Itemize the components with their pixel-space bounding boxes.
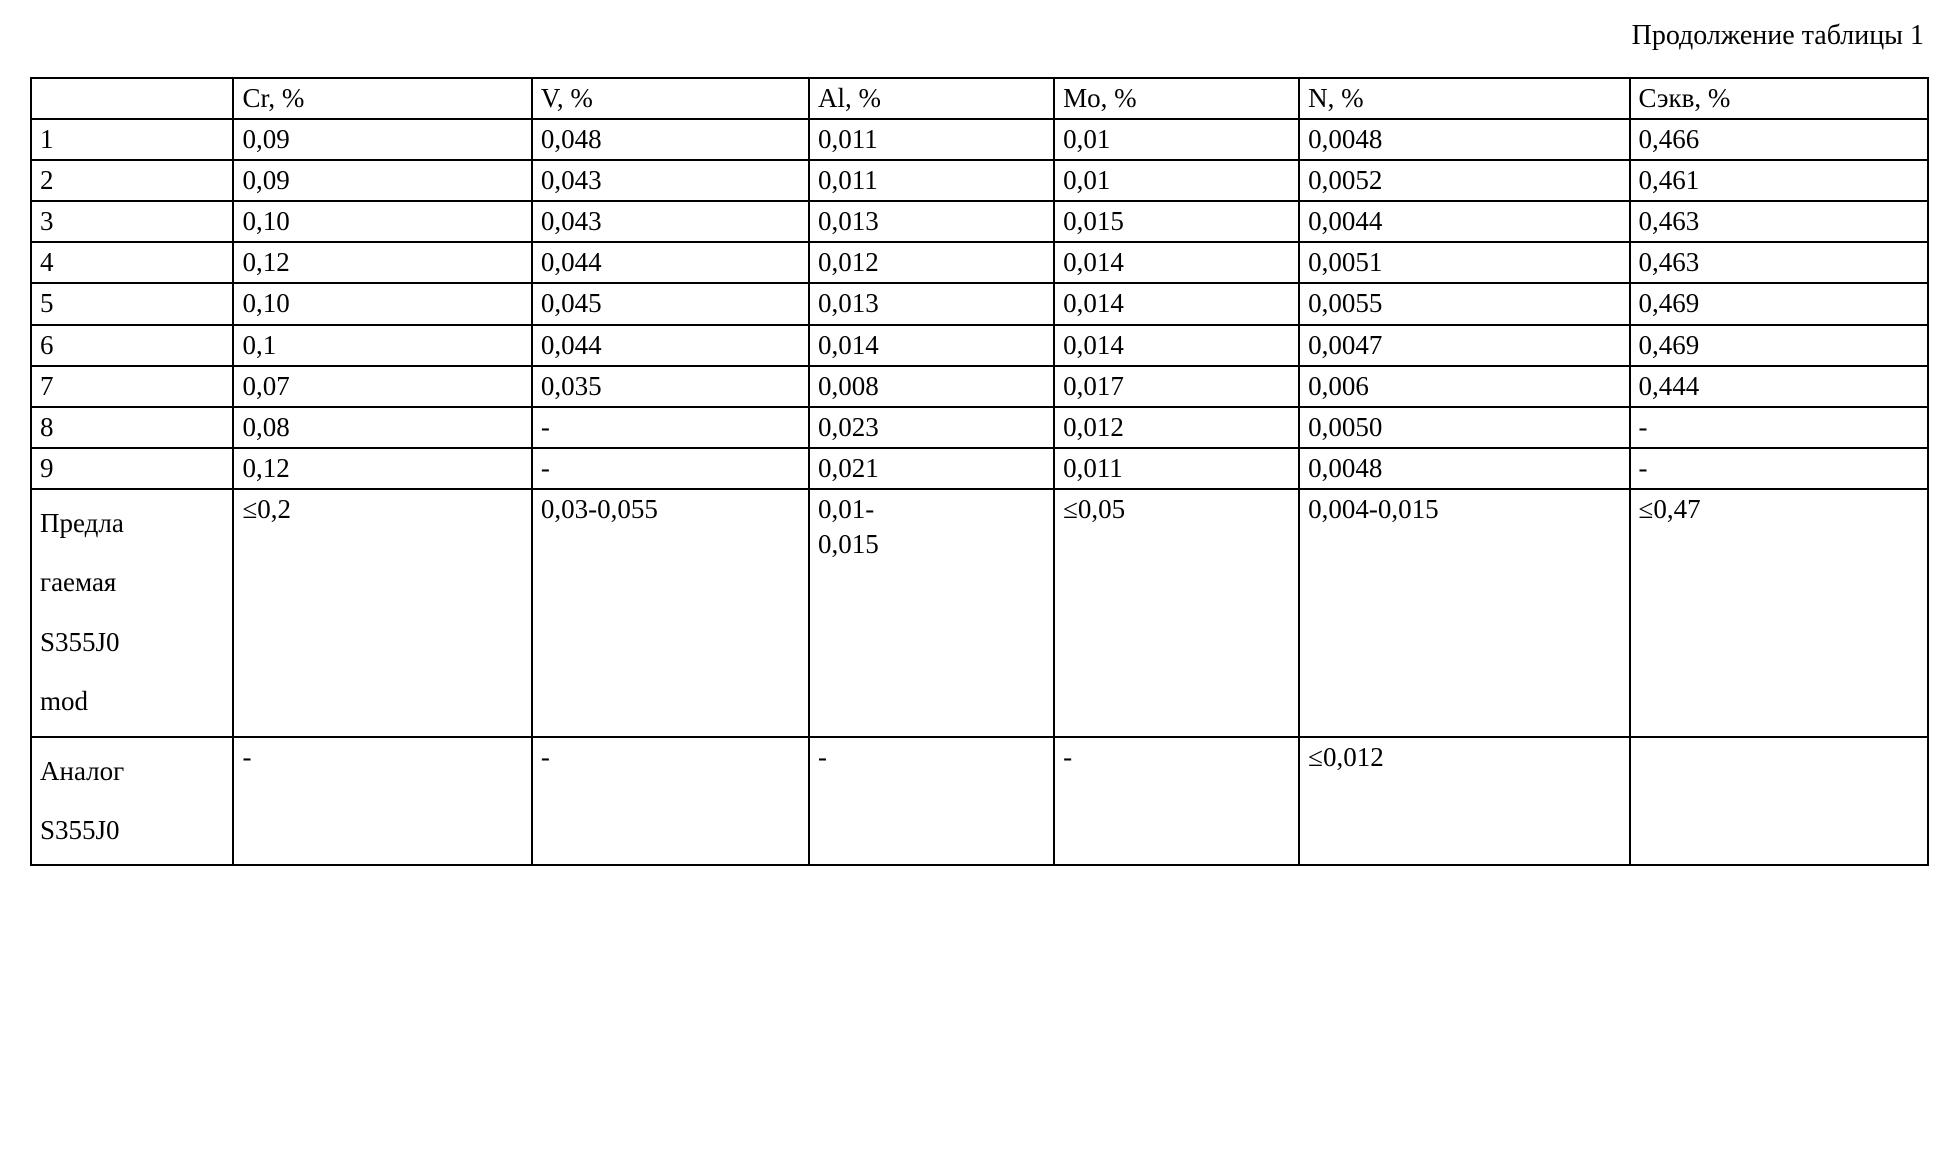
table-cell: 0,09 <box>233 160 531 201</box>
row-label: 2 <box>31 160 233 201</box>
row-label: 4 <box>31 242 233 283</box>
data-table: Cr, %V, %Al, %Mo, %N, %Сэкв, % 10,090,048… <box>30 77 1929 866</box>
table-cell: - <box>532 448 809 489</box>
row-label: 1 <box>31 119 233 160</box>
table-cell <box>1630 737 1928 866</box>
row-label: 8 <box>31 407 233 448</box>
table-cell: 0,0048 <box>1299 448 1629 489</box>
table-cell: 0,044 <box>532 242 809 283</box>
table-cell: 0,10 <box>233 201 531 242</box>
table-cell: 0,015 <box>1054 201 1299 242</box>
table-cell: 0,006 <box>1299 366 1629 407</box>
table-cell: 0,469 <box>1630 283 1928 324</box>
row-label: 3 <box>31 201 233 242</box>
table-cell: - <box>233 737 531 866</box>
table-cell: 0,008 <box>809 366 1054 407</box>
table-cell: ≤0,05 <box>1054 489 1299 737</box>
table-cell: 0,01- 0,015 <box>809 489 1054 737</box>
table-cell: - <box>1630 448 1928 489</box>
column-header: Cr, % <box>233 78 531 119</box>
table-cell: 0,023 <box>809 407 1054 448</box>
table-cell: 0,011 <box>809 119 1054 160</box>
column-header <box>31 78 233 119</box>
column-header: V, % <box>532 78 809 119</box>
table-cell: 0,461 <box>1630 160 1928 201</box>
table-cell: 0,012 <box>1054 407 1299 448</box>
table-cell: 0,014 <box>809 325 1054 366</box>
table-cell: 0,469 <box>1630 325 1928 366</box>
table-cell: 0,0044 <box>1299 201 1629 242</box>
column-header: Mo, % <box>1054 78 1299 119</box>
table-cell: 0,045 <box>532 283 809 324</box>
table-cell: 0,444 <box>1630 366 1928 407</box>
table-cell: 0,014 <box>1054 242 1299 283</box>
column-header: N, % <box>1299 78 1629 119</box>
table-cell: 0,048 <box>532 119 809 160</box>
table-cell: 0,011 <box>1054 448 1299 489</box>
table-cell: ≤0,2 <box>233 489 531 737</box>
table-cell: 0,021 <box>809 448 1054 489</box>
table-cell: - <box>1054 737 1299 866</box>
table-cell: 0,0051 <box>1299 242 1629 283</box>
table-cell: 0,0050 <box>1299 407 1629 448</box>
table-cell: 0,463 <box>1630 201 1928 242</box>
table-cell: 0,011 <box>809 160 1054 201</box>
table-cell: 0,07 <box>233 366 531 407</box>
table-cell: 0,0048 <box>1299 119 1629 160</box>
table-cell: - <box>532 737 809 866</box>
column-header: Al, % <box>809 78 1054 119</box>
table-cell: 0,12 <box>233 448 531 489</box>
table-cell: 0,013 <box>809 201 1054 242</box>
table-cell: 0,012 <box>809 242 1054 283</box>
table-cell: 0,03-0,055 <box>532 489 809 737</box>
table-cell: 0,017 <box>1054 366 1299 407</box>
table-cell: 0,08 <box>233 407 531 448</box>
table-cell: 0,01 <box>1054 119 1299 160</box>
table-cell: - <box>809 737 1054 866</box>
table-cell: 0,0047 <box>1299 325 1629 366</box>
row-label: 6 <box>31 325 233 366</box>
table-cell: 0,044 <box>532 325 809 366</box>
table-cell: 0,035 <box>532 366 809 407</box>
table-cell: 0,466 <box>1630 119 1928 160</box>
table-cell: 0,1 <box>233 325 531 366</box>
table-cell: 0,014 <box>1054 283 1299 324</box>
table-cell: ≤0,012 <box>1299 737 1629 866</box>
table-cell: 0,09 <box>233 119 531 160</box>
row-label: 7 <box>31 366 233 407</box>
table-cell: - <box>1630 407 1928 448</box>
row-label: 9 <box>31 448 233 489</box>
table-cell: 0,463 <box>1630 242 1928 283</box>
table-cell: 0,043 <box>532 201 809 242</box>
column-header: Сэкв, % <box>1630 78 1928 119</box>
table-cell: 0,043 <box>532 160 809 201</box>
table-cell: - <box>532 407 809 448</box>
table-cell: 0,013 <box>809 283 1054 324</box>
table-cell: 0,004-0,015 <box>1299 489 1629 737</box>
row-label: Предла гаемая S355J0 mod <box>31 489 233 737</box>
table-cell: 0,014 <box>1054 325 1299 366</box>
table-caption: Продолжение таблицы 1 <box>30 20 1929 52</box>
table-cell: 0,12 <box>233 242 531 283</box>
table-cell: 0,0055 <box>1299 283 1629 324</box>
table-cell: ≤0,47 <box>1630 489 1928 737</box>
table-cell: 0,0052 <box>1299 160 1629 201</box>
table-cell: 0,10 <box>233 283 531 324</box>
row-label: Аналог S355J0 <box>31 737 233 866</box>
row-label: 5 <box>31 283 233 324</box>
table-cell: 0,01 <box>1054 160 1299 201</box>
